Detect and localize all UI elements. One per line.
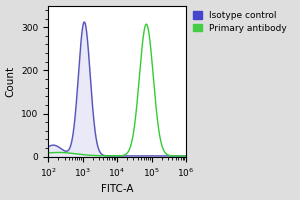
Legend: Isotype control, Primary antibody: Isotype control, Primary antibody [192,10,288,33]
X-axis label: FITC-A: FITC-A [101,184,133,194]
Y-axis label: Count: Count [6,66,16,97]
